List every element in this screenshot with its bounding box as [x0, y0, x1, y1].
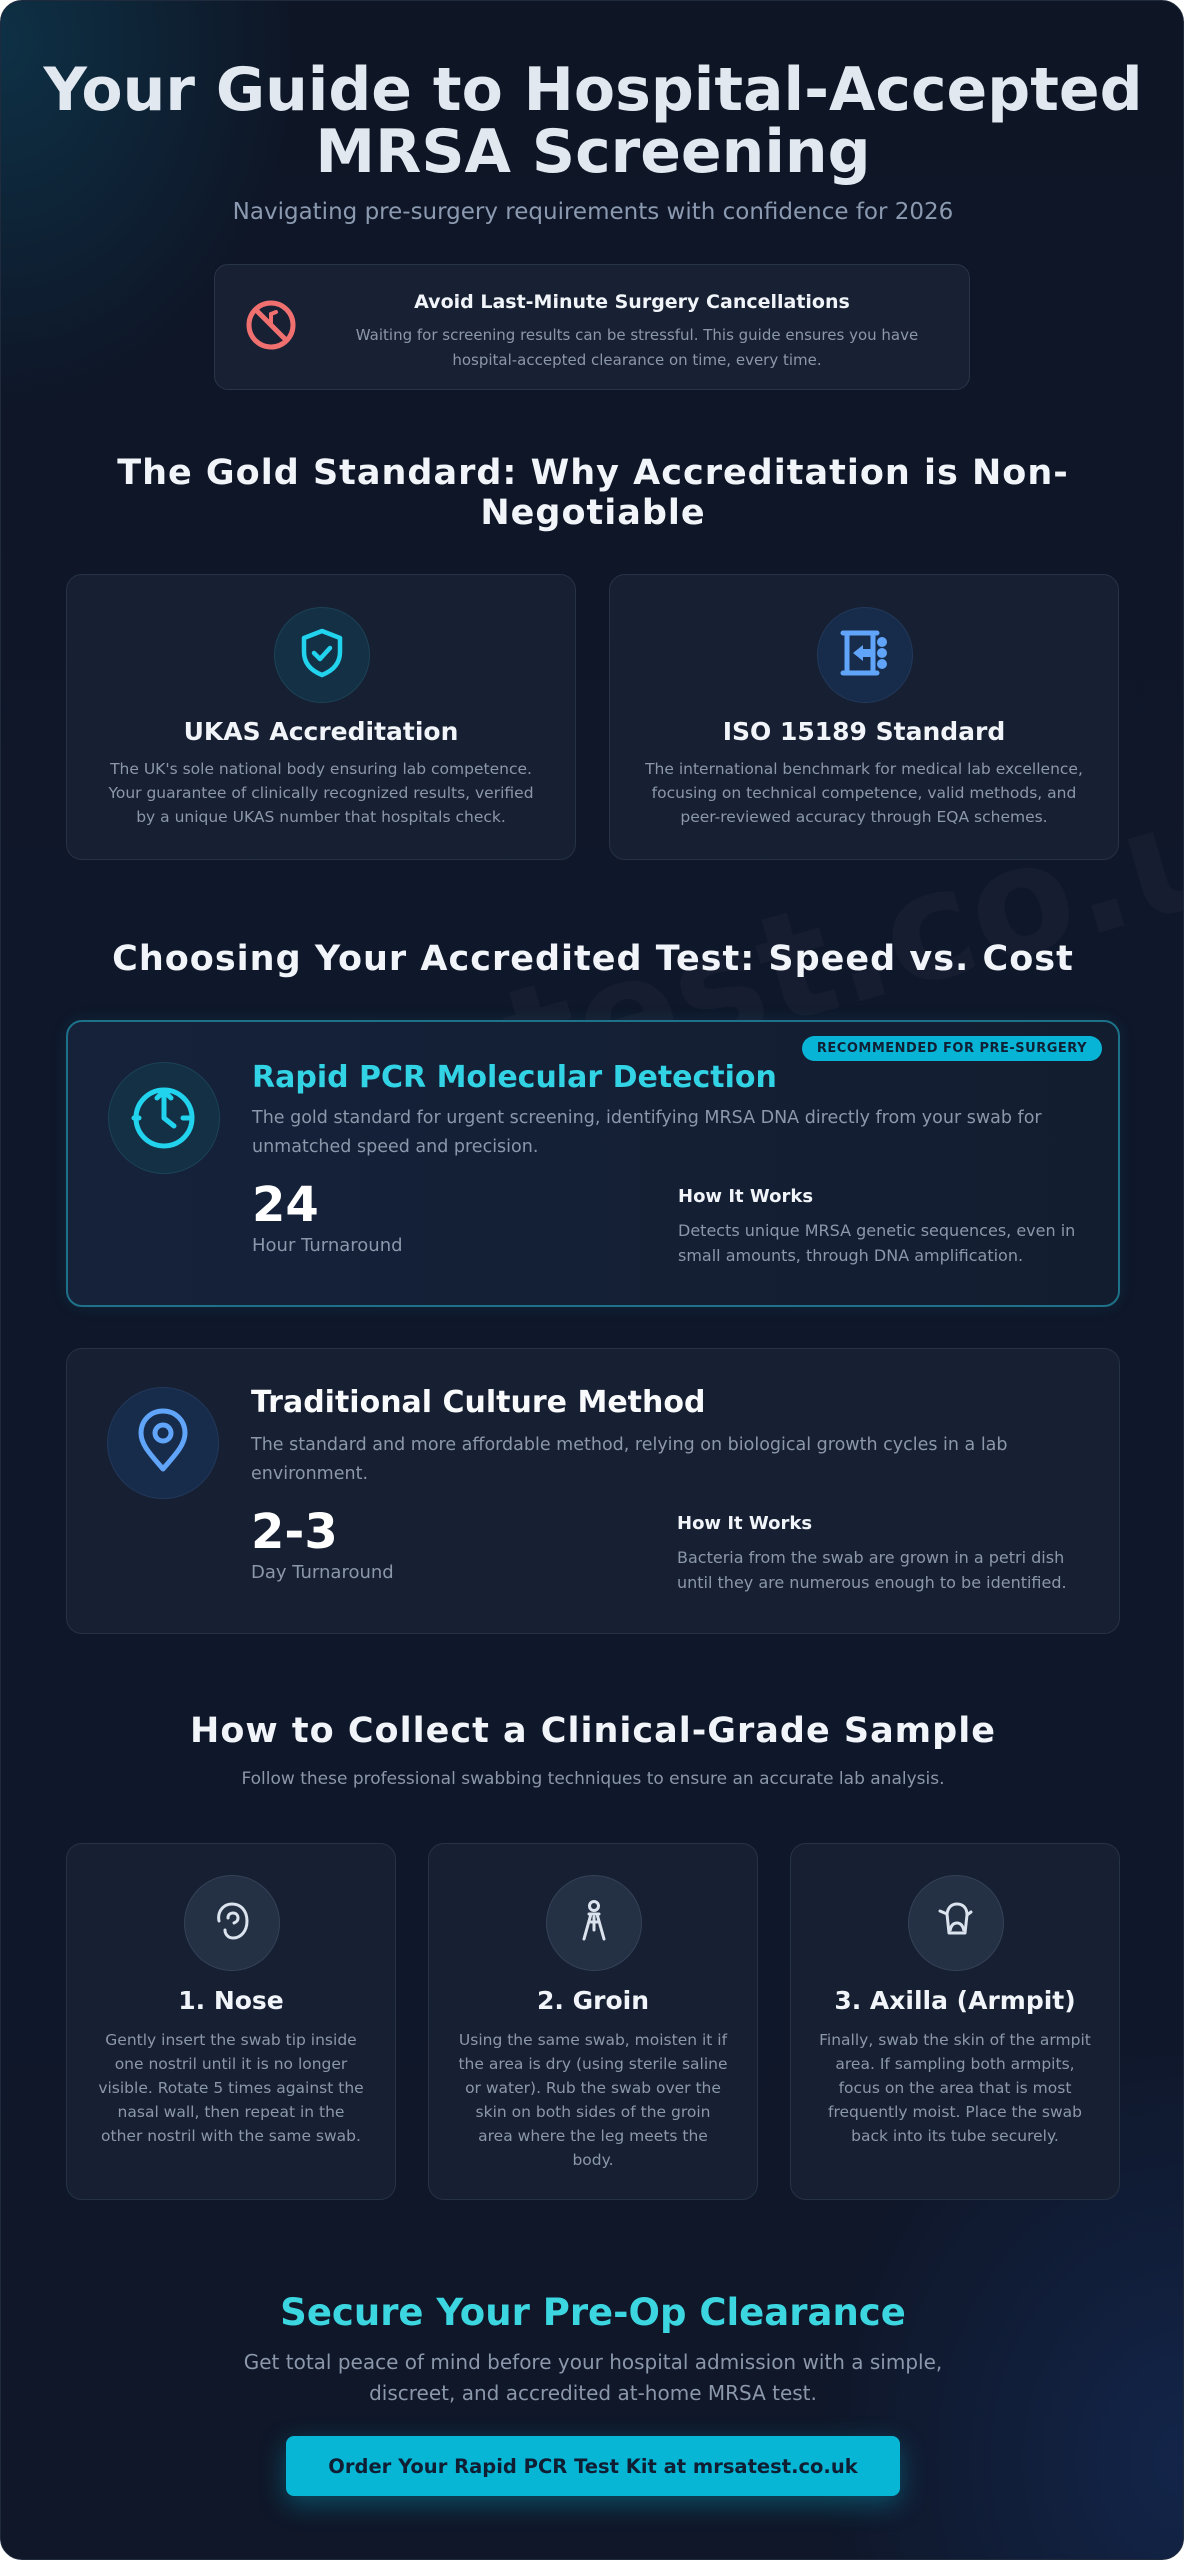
step-text-nose: Gently insert the swab tip inside one no… — [98, 2031, 364, 2145]
culture-turnaround-unit: Day Turnaround — [251, 1562, 394, 1583]
lab-standard-icon — [837, 625, 893, 685]
icon-badge — [546, 1875, 642, 1971]
step-title-nose: 1. Nose — [178, 1986, 284, 2015]
culture-description: The standard and more affordable method,… — [251, 1435, 1008, 1484]
culture-how-label: How It Works — [677, 1513, 813, 1534]
ukas-title: UKAS Accreditation — [183, 717, 459, 746]
step-title-armpit: 3. Axilla (Armpit) — [834, 1986, 1076, 2015]
methods-heading: Choosing Your Accredited Test: Speed vs.… — [112, 939, 1074, 979]
ukas-card: UKAS Accreditation The UK's sole nationa… — [66, 574, 576, 860]
pcr-turnaround-value: 24 — [252, 1177, 319, 1233]
pcr-how-label: How It Works — [678, 1186, 814, 1207]
order-test-kit-button[interactable]: Order Your Rapid PCR Test Kit at mrsates… — [286, 2436, 900, 2496]
step-card-nose: 1. Nose Gently insert the swab tip insid… — [66, 1843, 396, 2200]
iso-card: ISO 15189 Standard The international ben… — [609, 574, 1119, 860]
collection-subtitle: Follow these professional swabbing techn… — [241, 1769, 945, 1789]
step-card-groin: 2. Groin Using the same swab, moisten it… — [428, 1843, 758, 2200]
cta-title: Secure Your Pre-Op Clearance — [280, 2291, 906, 2334]
alert-banner: Avoid Last-Minute Surgery Cancellations … — [214, 264, 970, 390]
step-text-groin: Using the same swab, moisten it if the a… — [458, 2031, 728, 2169]
iso-text: The international benchmark for medical … — [645, 760, 1083, 826]
pcr-how-text: Detects unique MRSA genetic sequences, e… — [678, 1221, 1076, 1265]
alert-title: Avoid Last-Minute Surgery Cancellations — [414, 291, 850, 313]
pcr-title: Rapid PCR Molecular Detection — [252, 1060, 777, 1095]
icon-badge — [908, 1875, 1004, 1971]
accreditation-heading: The Gold Standard: Why Accreditation is … — [117, 453, 1069, 533]
iso-title: ISO 15189 Standard — [722, 717, 1006, 746]
pcr-turnaround-unit: Hour Turnaround — [252, 1235, 403, 1256]
icon-badge — [184, 1875, 280, 1971]
page-title: Your Guide to Hospital-Accepted MRSA Scr… — [43, 55, 1143, 187]
icon-badge — [817, 607, 913, 703]
culture-turnaround-value: 2-3 — [251, 1504, 338, 1560]
pcr-description: The gold standard for urgent screening, … — [252, 1108, 1042, 1157]
alert-text: Waiting for screening results can be str… — [355, 326, 919, 369]
ear-nose-icon — [208, 1897, 256, 1949]
culture-title: Traditional Culture Method — [251, 1385, 706, 1420]
no-clock-icon — [243, 297, 299, 353]
ukas-text: The UK's sole national body ensuring lab… — [108, 760, 534, 826]
armpit-icon — [932, 1897, 980, 1949]
icon-badge — [107, 1387, 219, 1499]
recommended-badge: RECOMMENDED FOR PRE-SURGERY — [801, 1036, 1102, 1061]
collection-heading: How to Collect a Clinical-Grade Sample — [190, 1711, 996, 1751]
cta-text: Get total peace of mind before your hosp… — [243, 2350, 943, 2405]
figure-icon — [570, 1897, 618, 1949]
culture-how-text: Bacteria from the swab are grown in a pe… — [677, 1548, 1067, 1592]
step-card-armpit: 3. Axilla (Armpit) Finally, swab the ski… — [790, 1843, 1120, 2200]
culture-method-card: Traditional Culture Method The standard … — [66, 1348, 1120, 1634]
pcr-method-card: RECOMMENDED FOR PRE-SURGERY Rapid PCR Mo… — [66, 1020, 1120, 1307]
icon-badge — [274, 607, 370, 703]
step-text-armpit: Finally, swab the skin of the armpit are… — [819, 2031, 1091, 2145]
page-subtitle: Navigating pre-surgery requirements with… — [232, 199, 954, 225]
clock-icon — [128, 1080, 200, 1156]
location-pin-icon — [127, 1405, 199, 1481]
shield-check-icon — [294, 625, 350, 685]
icon-badge — [108, 1062, 220, 1174]
step-title-groin: 2. Groin — [537, 1986, 649, 2015]
